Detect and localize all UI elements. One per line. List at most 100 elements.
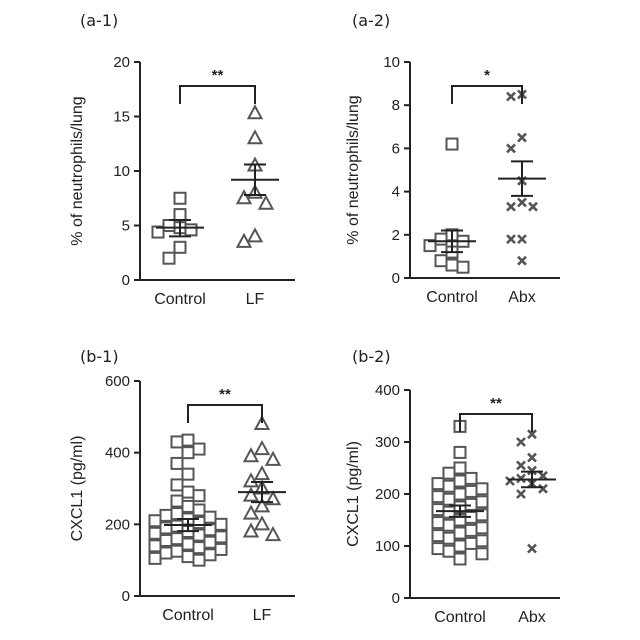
y-tick-label: 200 <box>375 486 400 503</box>
significance-label: ** <box>219 386 231 403</box>
data-point <box>433 543 444 554</box>
chart-panel-1: (a-1)05101520% of neutrophils/lungContro… <box>69 11 295 308</box>
data-point <box>507 235 515 243</box>
data-point <box>172 533 183 544</box>
y-tick-label: 15 <box>113 109 130 126</box>
data-point <box>433 530 444 541</box>
data-point <box>518 235 526 243</box>
y-axis-label: CXCL1 (pg/ml) <box>345 441 362 547</box>
data-point <box>455 489 466 500</box>
y-tick-label: 300 <box>375 434 400 451</box>
data-point <box>433 478 444 489</box>
data-point <box>447 139 458 150</box>
data-point <box>172 436 183 447</box>
data-point <box>172 546 183 557</box>
data-point <box>507 93 515 101</box>
y-tick-label: 2 <box>392 227 400 244</box>
data-point <box>186 224 197 235</box>
y-tick-label: 0 <box>122 272 130 289</box>
y-tick-label: 20 <box>113 54 130 71</box>
significance-bracket <box>460 414 532 432</box>
data-point <box>517 474 525 482</box>
data-point <box>507 144 515 152</box>
data-point <box>477 483 488 494</box>
data-point <box>249 229 262 241</box>
data-point <box>245 449 258 461</box>
data-point <box>249 106 262 118</box>
data-point <box>205 549 216 560</box>
data-point <box>529 203 537 211</box>
data-point <box>433 517 444 528</box>
data-point <box>216 544 227 555</box>
y-axis-label: CXCL1 (pg/ml) <box>69 436 86 542</box>
significance-label: * <box>484 67 490 84</box>
data-point <box>194 505 205 516</box>
data-point <box>466 473 477 484</box>
data-point <box>216 531 227 542</box>
y-tick-label: 10 <box>383 54 400 71</box>
data-point <box>466 525 477 536</box>
data-point <box>455 463 466 474</box>
data-point <box>518 134 526 142</box>
data-point <box>161 510 172 521</box>
x-category-label: Abx <box>518 609 546 626</box>
data-point <box>205 512 216 523</box>
y-tick-label: 8 <box>392 97 400 114</box>
data-point <box>444 546 455 557</box>
data-point <box>183 551 194 562</box>
data-point <box>436 234 447 245</box>
data-point <box>477 535 488 546</box>
data-point <box>455 554 466 565</box>
significance-label: ** <box>212 67 224 84</box>
significance-label: ** <box>490 395 502 412</box>
x-category-label: LF <box>246 291 265 308</box>
data-point <box>256 442 269 454</box>
data-point <box>161 548 172 559</box>
y-tick-label: 0 <box>122 588 130 605</box>
data-point <box>150 528 161 539</box>
data-point <box>455 541 466 552</box>
data-point <box>444 494 455 505</box>
data-point <box>194 490 205 501</box>
data-point <box>183 469 194 480</box>
chart-panel-4: (b-2)0100200300400CXCL1 (pg/ml)ControlAb… <box>345 347 560 626</box>
panel-label: (a-2) <box>352 11 390 30</box>
x-category-label: Control <box>162 607 214 624</box>
data-point <box>466 538 477 549</box>
x-category-label: Control <box>154 291 206 308</box>
data-point <box>172 508 183 519</box>
panel-label: (a-1) <box>80 11 118 30</box>
data-point <box>444 533 455 544</box>
chart-panel-3: (b-1)0200400600CXCL1 (pg/ml)ControlLF** <box>69 347 295 624</box>
data-point <box>507 203 515 211</box>
data-point <box>444 468 455 479</box>
y-axis-label: % of neutrophils/lung <box>345 95 362 244</box>
x-category-label: Control <box>434 609 486 626</box>
data-point <box>455 476 466 487</box>
y-tick-label: 4 <box>392 184 400 201</box>
data-point <box>458 262 469 273</box>
chart-panel-2: (a-2)0246810% of neutrophils/lungControl… <box>345 11 560 306</box>
data-point <box>518 257 526 265</box>
y-tick-label: 0 <box>392 270 400 287</box>
significance-bracket <box>188 405 262 423</box>
data-point <box>150 553 161 564</box>
data-point <box>433 491 444 502</box>
data-point <box>175 242 186 253</box>
data-point <box>183 435 194 446</box>
data-point <box>175 209 186 220</box>
significance-bracket <box>180 86 255 104</box>
data-point <box>506 477 514 485</box>
y-tick-label: 600 <box>105 373 130 390</box>
y-tick-label: 100 <box>375 538 400 555</box>
data-point <box>183 487 194 498</box>
data-point <box>433 504 444 515</box>
data-point <box>172 521 183 532</box>
data-point <box>436 255 447 266</box>
data-point <box>517 461 525 469</box>
data-point <box>249 131 262 143</box>
data-point <box>161 535 172 546</box>
data-point <box>528 545 536 553</box>
data-point <box>183 501 194 512</box>
